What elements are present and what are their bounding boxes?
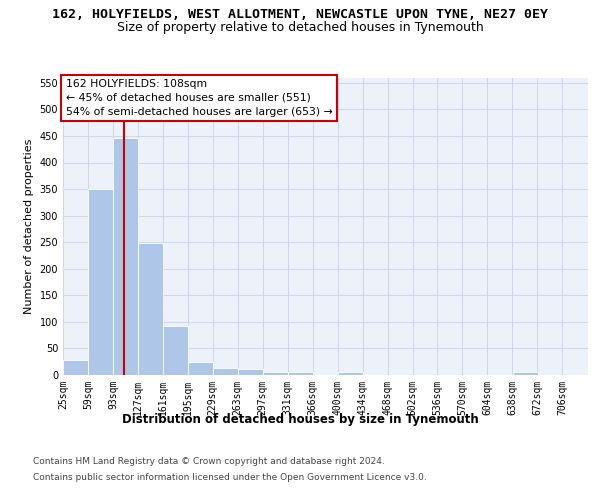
Text: 162 HOLYFIELDS: 108sqm
← 45% of detached houses are smaller (551)
54% of semi-de: 162 HOLYFIELDS: 108sqm ← 45% of detached…: [65, 79, 332, 117]
Bar: [163, 326, 188, 375]
Bar: [238, 369, 263, 375]
Y-axis label: Number of detached properties: Number of detached properties: [24, 138, 34, 314]
Bar: [88, 189, 113, 375]
Bar: [513, 372, 538, 375]
Bar: [63, 360, 88, 375]
Bar: [213, 368, 238, 375]
Bar: [338, 372, 364, 375]
Text: Size of property relative to detached houses in Tynemouth: Size of property relative to detached ho…: [116, 21, 484, 34]
Bar: [287, 372, 313, 375]
Text: 162, HOLYFIELDS, WEST ALLOTMENT, NEWCASTLE UPON TYNE, NE27 0EY: 162, HOLYFIELDS, WEST ALLOTMENT, NEWCAST…: [52, 8, 548, 20]
Text: Contains public sector information licensed under the Open Government Licence v3: Contains public sector information licen…: [33, 472, 427, 482]
Text: Distribution of detached houses by size in Tynemouth: Distribution of detached houses by size …: [122, 412, 478, 426]
Bar: [188, 362, 213, 375]
Bar: [263, 372, 287, 375]
Bar: [138, 244, 163, 375]
Text: Contains HM Land Registry data © Crown copyright and database right 2024.: Contains HM Land Registry data © Crown c…: [33, 458, 385, 466]
Bar: [113, 138, 138, 375]
